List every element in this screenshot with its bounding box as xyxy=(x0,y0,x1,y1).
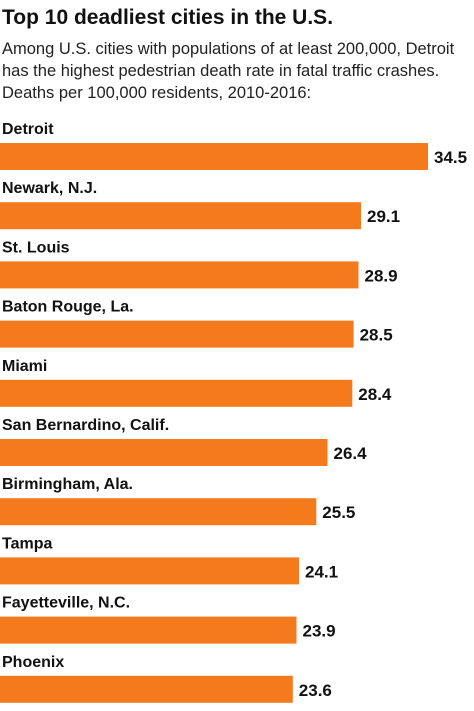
bar-newark-n-j xyxy=(0,202,361,230)
bar-fayetteville-n-c xyxy=(0,616,297,644)
value-label-miami: 28.4 xyxy=(358,385,392,404)
value-label-detroit: 34.5 xyxy=(434,148,467,167)
bar-phoenix xyxy=(0,675,293,703)
value-label-baton-rouge-la: 28.5 xyxy=(360,326,393,345)
bar-san-bernardino-calif xyxy=(0,439,328,466)
category-label-newark-n-j: Newark, N.J. xyxy=(2,180,97,197)
category-label-baton-rouge-la: Baton Rouge, La. xyxy=(2,299,134,316)
category-label-fayetteville-n-c: Fayetteville, N.C. xyxy=(2,595,130,612)
bar-baton-rouge-la xyxy=(0,320,354,348)
value-label-san-bernardino-calif: 26.4 xyxy=(334,444,368,463)
category-label-tampa: Tampa xyxy=(2,535,52,552)
category-label-st-louis: St. Louis xyxy=(2,239,70,256)
bar-birmingham-ala xyxy=(0,498,317,526)
value-label-phoenix: 23.6 xyxy=(299,681,332,700)
category-label-detroit: Detroit xyxy=(2,121,54,138)
bar-st-louis xyxy=(0,261,359,289)
category-label-birmingham-ala: Birmingham, Ala. xyxy=(2,476,133,493)
category-label-san-bernardino-calif: San Bernardino, Calif. xyxy=(2,417,169,434)
bar-detroit xyxy=(0,143,428,170)
bar-tampa xyxy=(0,557,299,585)
value-label-newark-n-j: 29.1 xyxy=(367,207,400,226)
chart-title: Top 10 deadliest cities in the U.S. xyxy=(2,6,334,29)
category-label-phoenix: Phoenix xyxy=(2,654,64,671)
chart-subtitle: Among U.S. cities with populations of at… xyxy=(2,40,455,102)
value-label-birmingham-ala: 25.5 xyxy=(322,503,355,522)
value-label-tampa: 24.1 xyxy=(305,562,338,581)
bar-miami xyxy=(0,379,353,407)
value-label-fayetteville-n-c: 23.9 xyxy=(303,622,336,641)
category-label-miami: Miami xyxy=(2,358,47,375)
value-label-st-louis: 28.9 xyxy=(365,266,398,285)
